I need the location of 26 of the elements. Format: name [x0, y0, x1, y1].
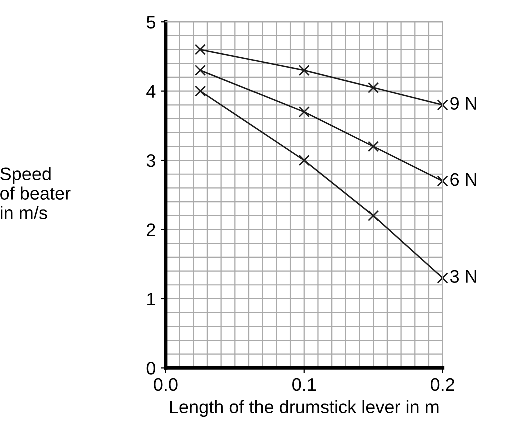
point	[368, 141, 380, 152]
point	[194, 86, 206, 97]
series-label: 3 N	[450, 270, 476, 284]
y-tick-label: 4	[146, 85, 156, 98]
point	[194, 64, 206, 76]
x-tick-label: 0.2	[430, 378, 454, 392]
y-tick-label: 2	[147, 224, 156, 236]
y-tick-label: 3	[146, 154, 156, 168]
point	[298, 64, 310, 76]
point	[194, 44, 206, 56]
x-tick-label: 0.1	[292, 378, 316, 392]
point	[298, 106, 310, 118]
point	[437, 176, 448, 187]
point	[298, 154, 310, 166]
point	[368, 210, 380, 222]
y-tick-label: 1	[148, 293, 156, 306]
point	[437, 100, 448, 111]
y-tick-label: 0	[146, 362, 156, 375]
x-tick-label: 0.0	[154, 378, 178, 392]
x-axis-title: Length of the drumstick lever in m	[170, 400, 439, 418]
y-tick-label: 5	[146, 16, 156, 29]
point	[437, 272, 448, 284]
series-label: 6 N	[450, 173, 476, 186]
y-axis-title: Speed of beater in m/s	[0, 167, 71, 220]
series-label: 9 N	[450, 97, 476, 110]
point	[368, 82, 380, 94]
